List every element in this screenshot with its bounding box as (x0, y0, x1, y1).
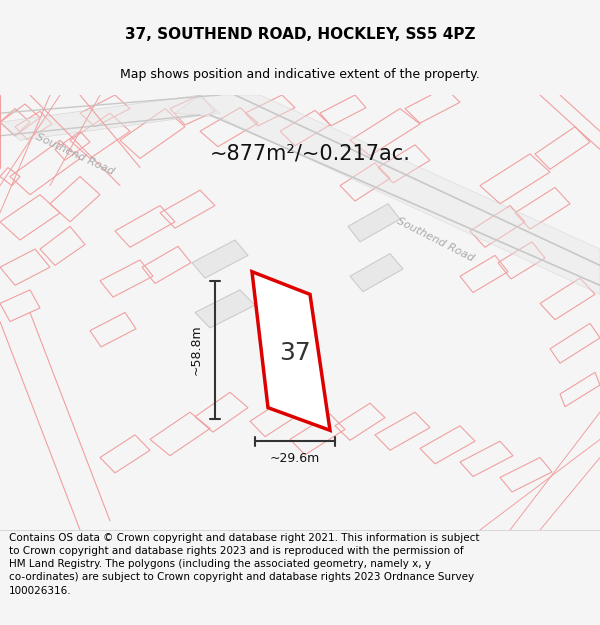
Text: 37, SOUTHEND ROAD, HOCKLEY, SS5 4PZ: 37, SOUTHEND ROAD, HOCKLEY, SS5 4PZ (125, 27, 475, 42)
Text: ~58.8m: ~58.8m (190, 325, 203, 376)
Polygon shape (175, 95, 600, 294)
Polygon shape (350, 254, 403, 292)
Polygon shape (0, 95, 220, 140)
Polygon shape (348, 204, 400, 242)
Polygon shape (195, 290, 255, 328)
Text: Map shows position and indicative extent of the property.: Map shows position and indicative extent… (120, 68, 480, 81)
Text: ~877m²/~0.217ac.: ~877m²/~0.217ac. (209, 144, 410, 164)
Text: Southend Road: Southend Road (395, 216, 475, 264)
Polygon shape (192, 240, 248, 278)
Polygon shape (252, 272, 330, 430)
Text: Southend Road: Southend Road (34, 131, 116, 176)
Text: 37: 37 (279, 341, 311, 365)
Text: Contains OS data © Crown copyright and database right 2021. This information is : Contains OS data © Crown copyright and d… (9, 533, 479, 596)
Text: ~29.6m: ~29.6m (270, 452, 320, 465)
